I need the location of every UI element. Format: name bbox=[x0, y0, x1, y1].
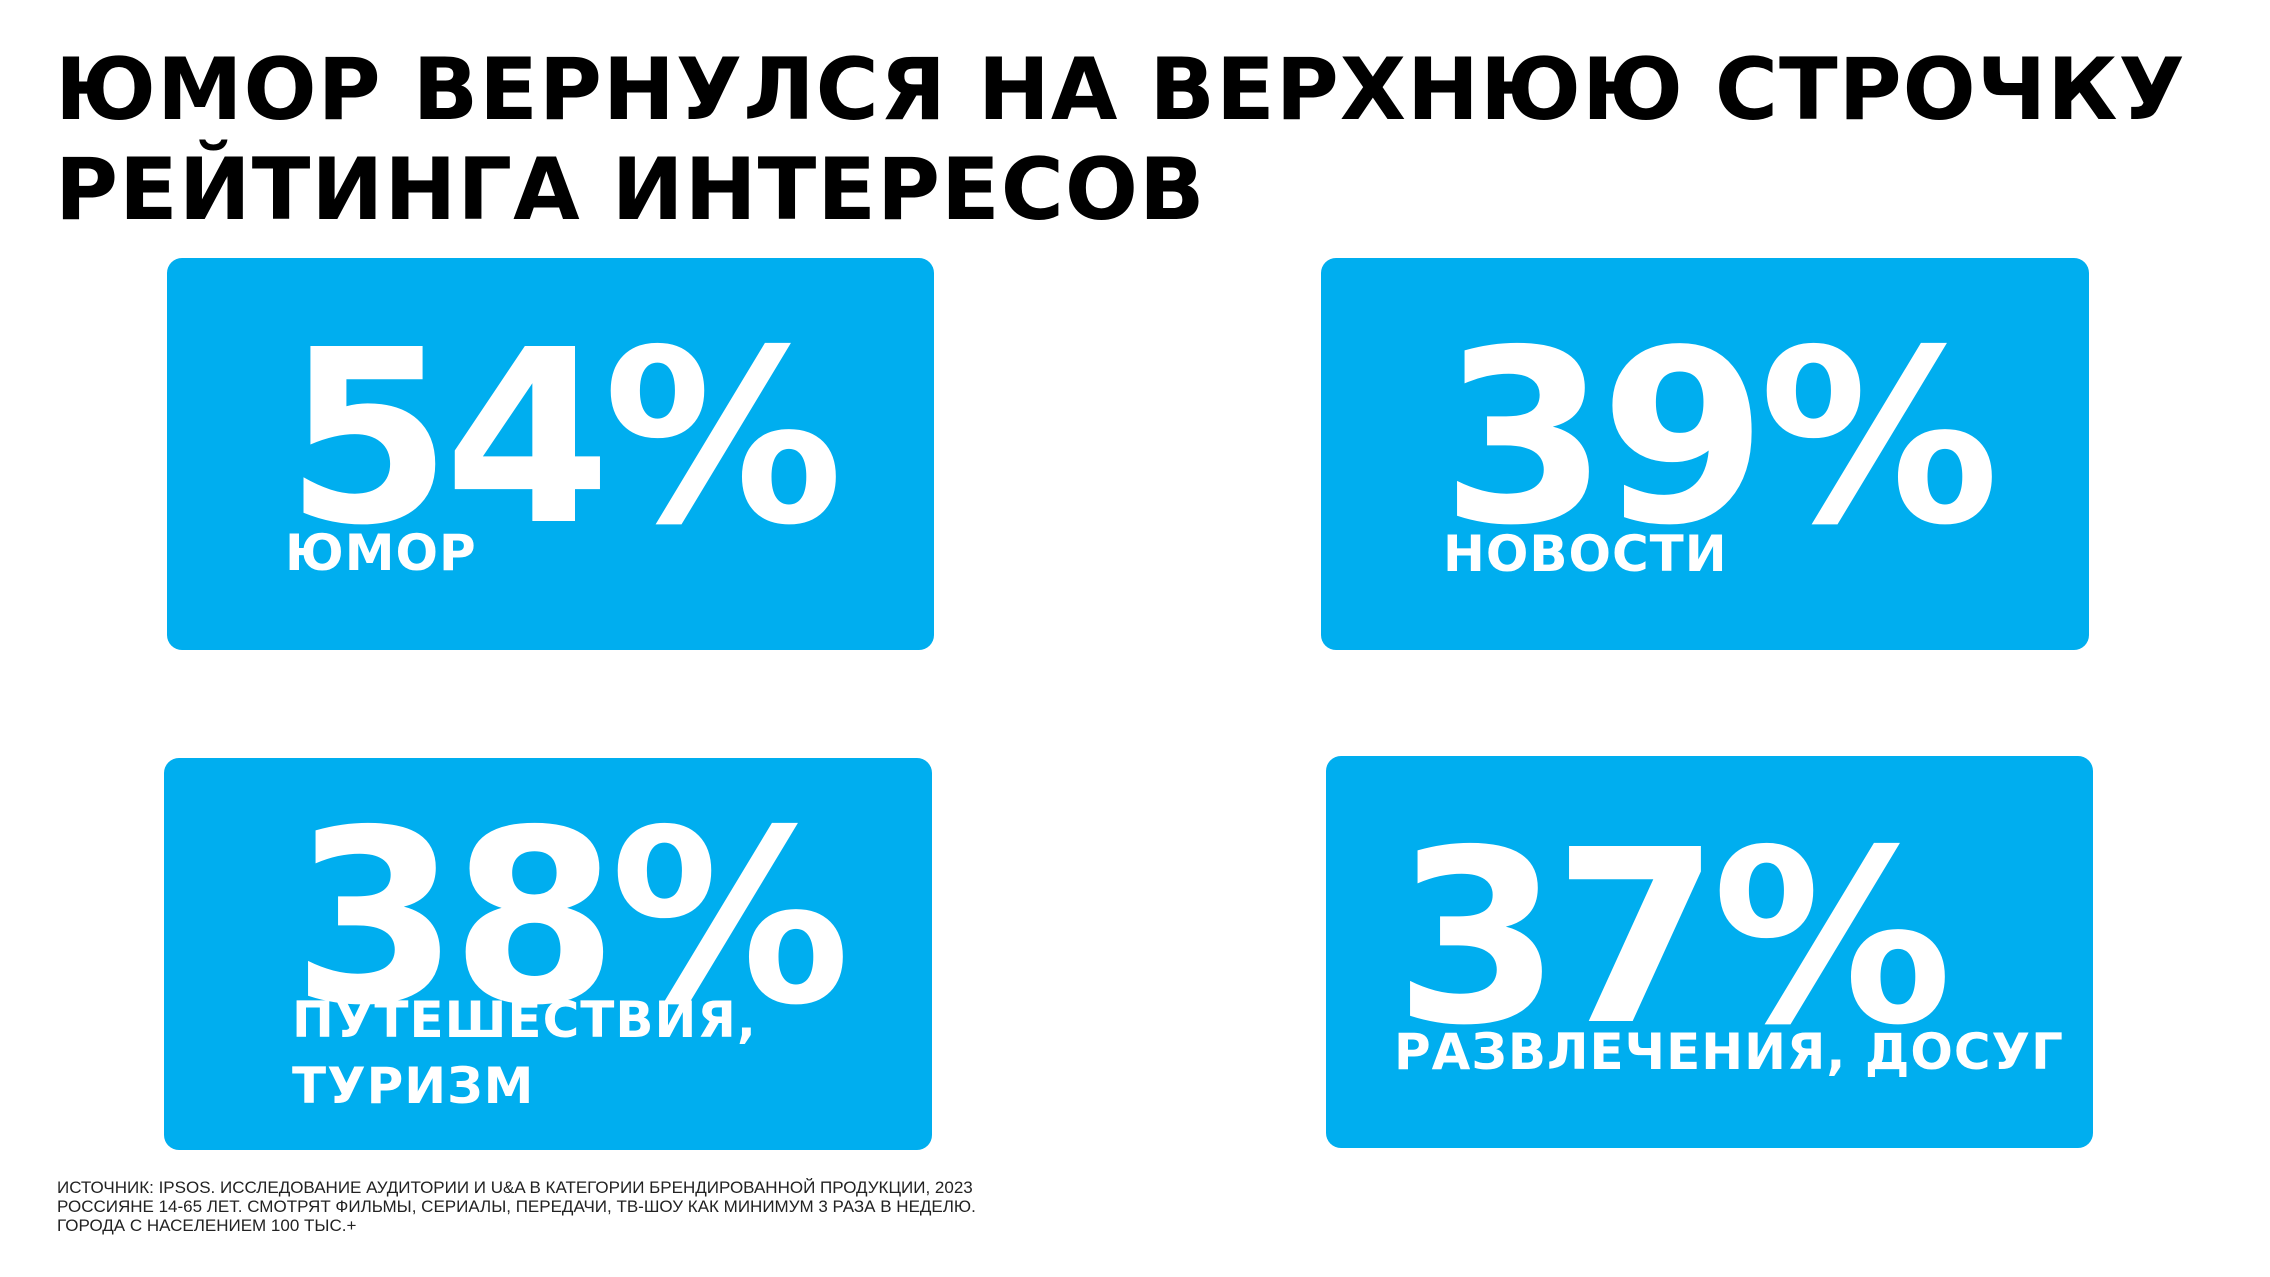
stat-card-news: 39% НОВОСТИ bbox=[1321, 258, 2089, 650]
stat-label: РАЗВЛЕЧЕНИЯ, ДОСУГ bbox=[1394, 1023, 2064, 1081]
stat-card-entertainment: 37% РАЗВЛЕЧЕНИЯ, ДОСУГ bbox=[1326, 756, 2093, 1148]
stat-value: 54% bbox=[285, 298, 843, 578]
footnote-line-2: РОССИЯНЕ 14-65 ЛЕТ. СМОТРЯТ ФИЛЬМЫ, СЕРИ… bbox=[57, 1197, 976, 1216]
stat-value: 39% bbox=[1441, 298, 1999, 578]
stat-label: НОВОСТИ bbox=[1443, 525, 1728, 583]
title-line-1: ЮМОР ВЕРНУЛСЯ НА ВЕРХНЮЮ СТРОЧКУ bbox=[55, 40, 2186, 140]
source-footnote: ИСТОЧНИК: IPSOS. ИССЛЕДОВАНИЕ АУДИТОРИИ … bbox=[57, 1178, 976, 1235]
stat-card-travel: 38% ПУТЕШЕСТВИЯ, ТУРИЗМ bbox=[164, 758, 932, 1150]
stat-label-line-2: ТУРИЗМ bbox=[292, 1057, 535, 1115]
footnote-line-3: ГОРОДА С НАСЕЛЕНИЕМ 100 ТЫС.+ bbox=[57, 1216, 357, 1235]
page-title: ЮМОР ВЕРНУЛСЯ НА ВЕРХНЮЮ СТРОЧКУ РЕЙТИНГ… bbox=[55, 40, 2235, 240]
stat-label: ЮМОР bbox=[285, 524, 477, 582]
stat-label: ПУТЕШЕСТВИЯ, bbox=[292, 991, 757, 1049]
title-line-2: РЕЙТИНГА ИНТЕРЕСОВ bbox=[55, 140, 1206, 240]
stat-card-humor: 54% ЮМОР bbox=[167, 258, 934, 650]
stat-value: 38% bbox=[292, 778, 850, 1058]
stat-value: 37% bbox=[1394, 798, 1952, 1078]
footnote-line-1: ИСТОЧНИК: IPSOS. ИССЛЕДОВАНИЕ АУДИТОРИИ … bbox=[57, 1178, 973, 1197]
